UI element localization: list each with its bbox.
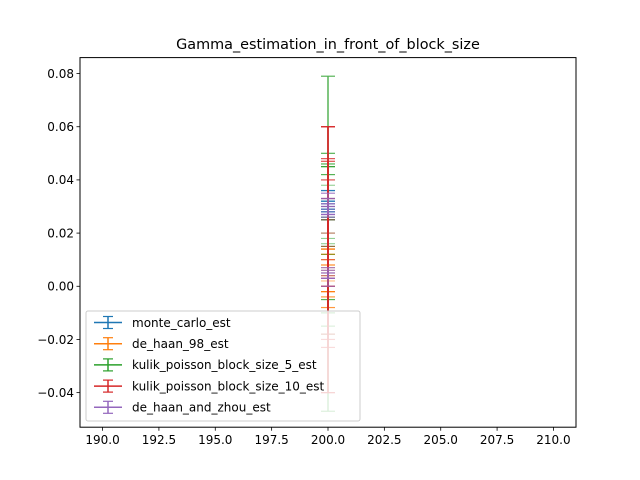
- plot-content: [321, 75, 335, 412]
- x-tick-label: 200.0: [311, 433, 345, 447]
- x-tick-label: 207.5: [480, 433, 514, 447]
- legend-label: monte_carlo_est: [132, 316, 231, 330]
- legend-item: kulik_poisson_block_size_10_est: [94, 379, 325, 393]
- y-tick-label: 0.02: [47, 226, 74, 240]
- y-axis: −0.04 −0.02 0.00 0.02 0.04 0.06 0.08: [37, 67, 80, 400]
- chart-title: Gamma_estimation_in_front_of_block_size: [176, 37, 480, 53]
- x-tick-label: 210.0: [536, 433, 570, 447]
- x-tick-label: 197.5: [254, 433, 288, 447]
- legend-label: kulik_poisson_block_size_10_est: [132, 379, 325, 393]
- x-tick-label: 192.5: [142, 433, 176, 447]
- y-tick-label: −0.04: [37, 386, 74, 400]
- x-tick-label: 202.5: [367, 433, 401, 447]
- x-tick-label: 195.0: [198, 433, 232, 447]
- legend: monte_carlo_est de_haan_98_est kulik_poiss…: [85, 310, 361, 422]
- legend-item: de_haan_98_est: [94, 337, 229, 351]
- legend-label: de_haan_98_est: [132, 337, 229, 351]
- y-tick-label: 0.08: [47, 67, 74, 81]
- legend-box: [85, 310, 361, 422]
- series-de-haan-and-zhou-est: [321, 192, 335, 287]
- legend-item: de_haan_and_zhou_est: [94, 401, 271, 415]
- x-tick-label: 205.0: [424, 433, 458, 447]
- x-tick-label: 190.0: [85, 433, 119, 447]
- y-tick-label: −0.02: [37, 333, 74, 347]
- x-axis: 190.0 192.5 195.0 197.5 200.0 202.5 205.0 207.5…: [85, 427, 571, 447]
- y-tick-label: 0.06: [47, 120, 74, 134]
- error-bar: [321, 203, 335, 216]
- legend-label: kulik_poisson_block_size_5_est: [132, 358, 317, 372]
- error-bar: [321, 272, 335, 279]
- y-tick-label: 0.00: [47, 280, 74, 294]
- y-tick-label: 0.04: [47, 173, 74, 187]
- legend-item: kulik_poisson_block_size_5_est: [94, 358, 317, 372]
- legend-label: de_haan_and_zhou_est: [132, 401, 271, 415]
- legend-item: monte_carlo_est: [94, 316, 231, 330]
